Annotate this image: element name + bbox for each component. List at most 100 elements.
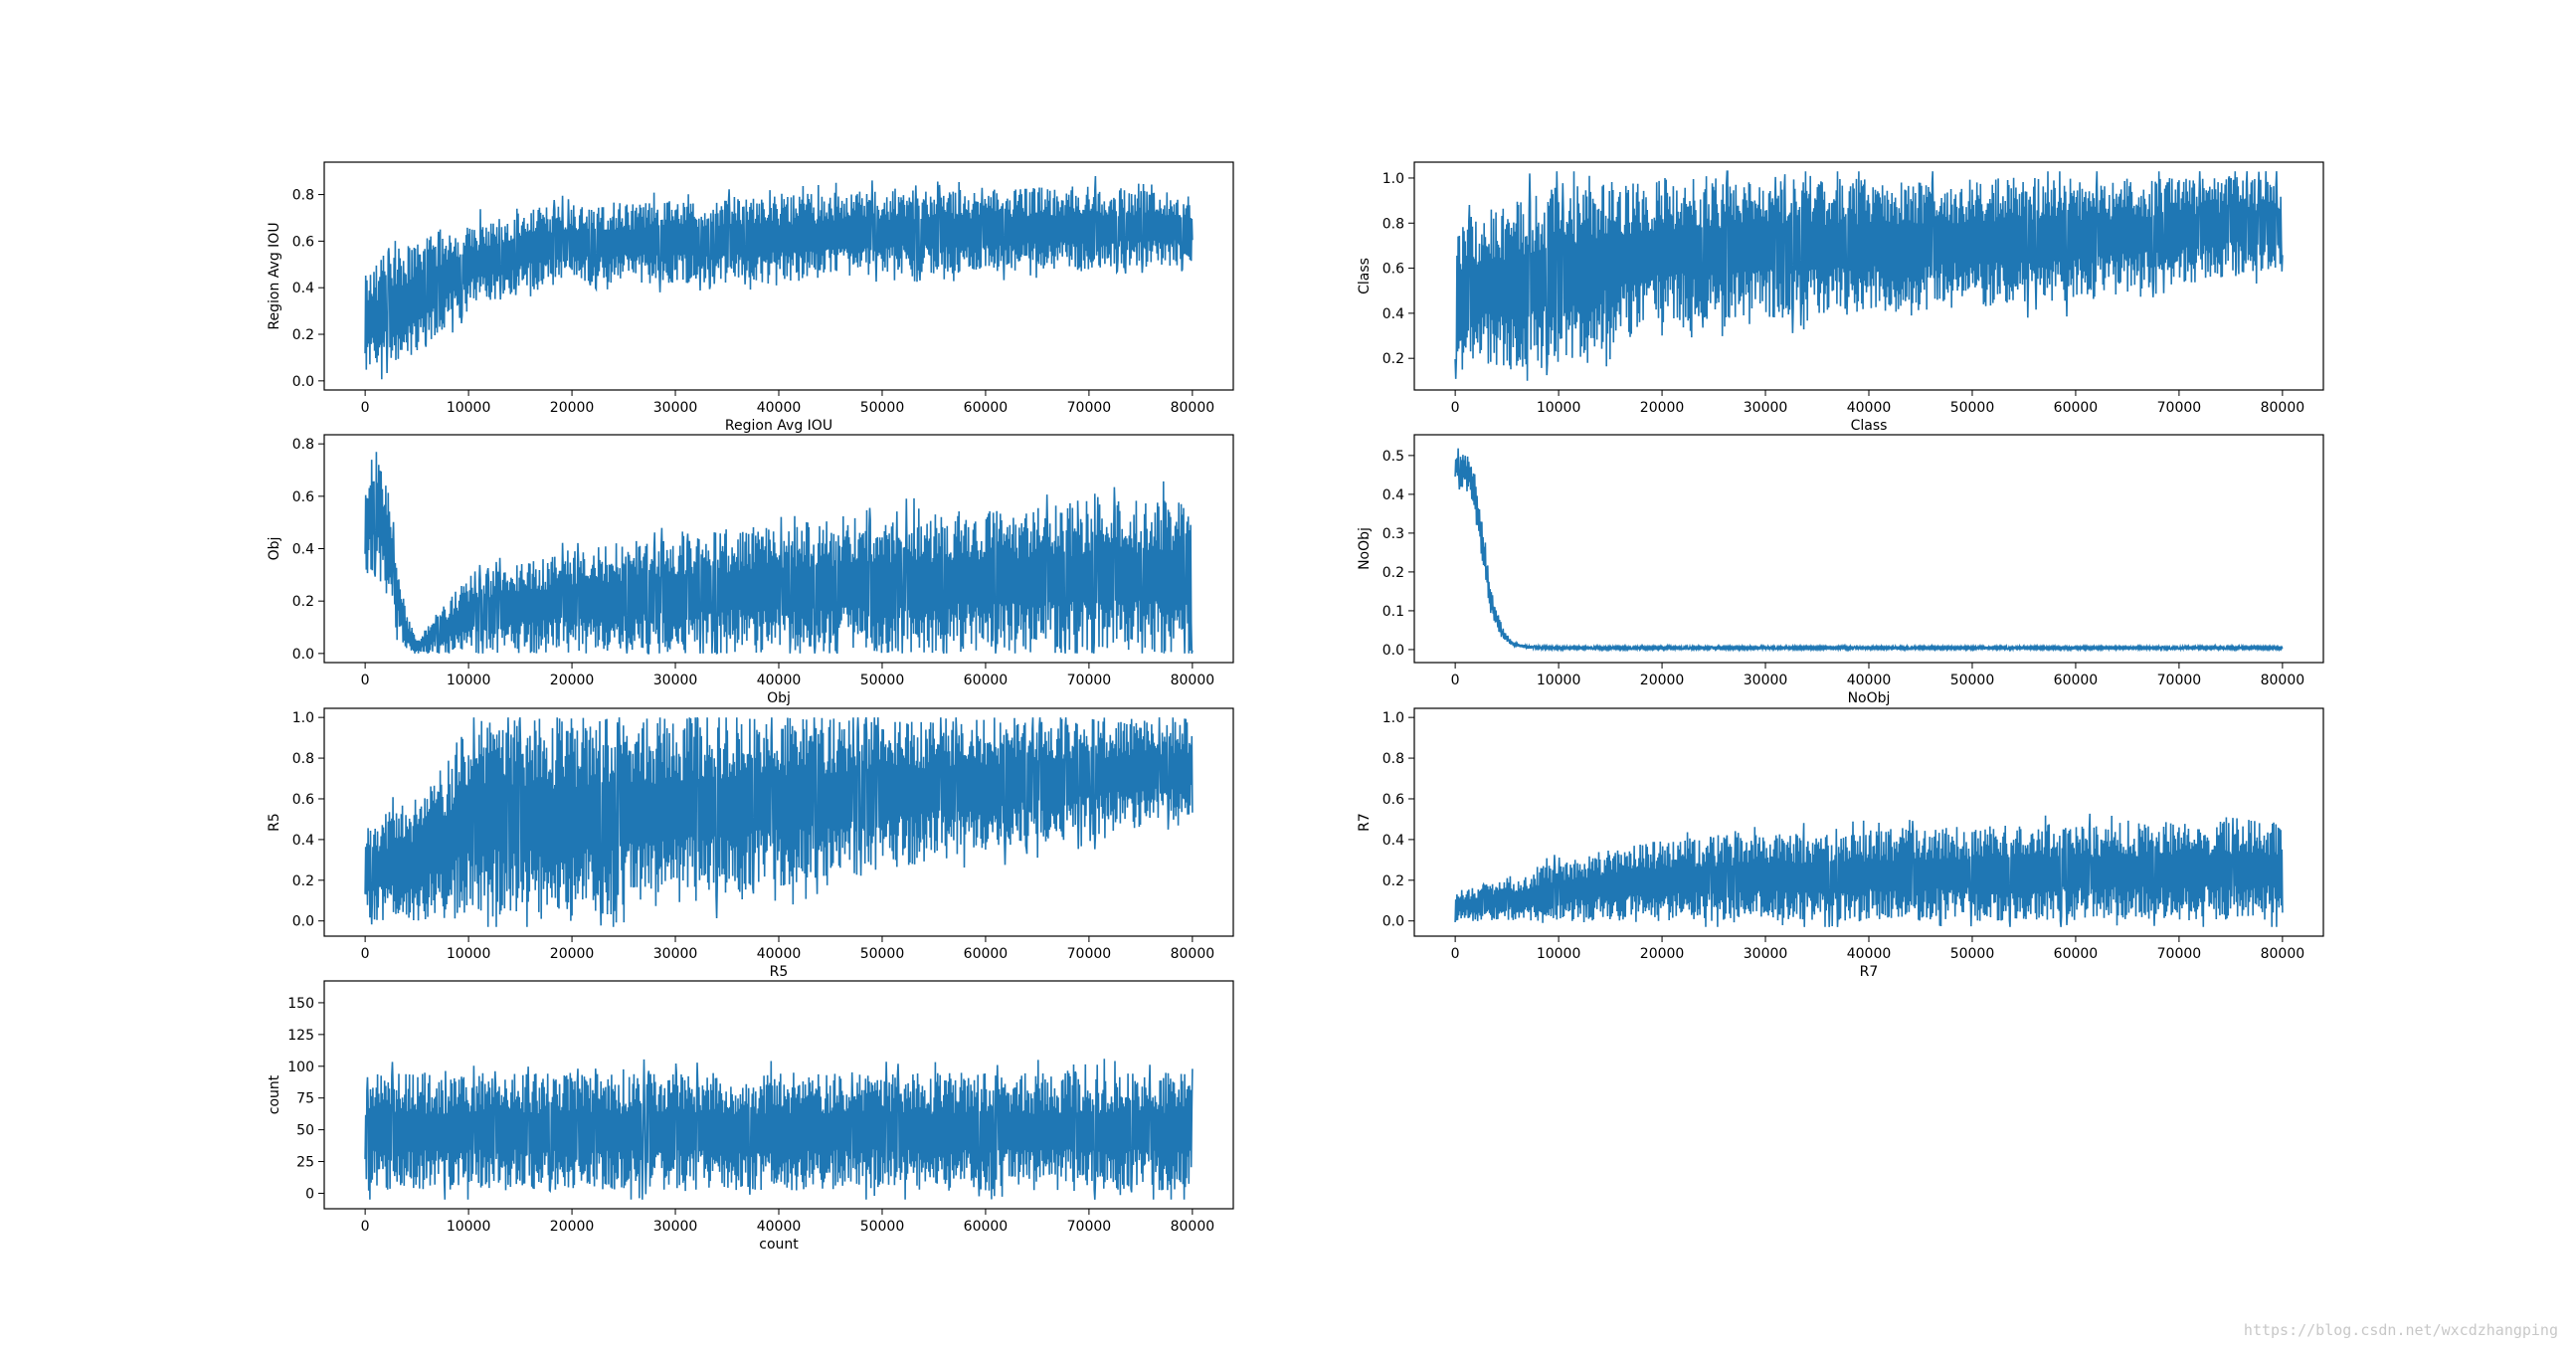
x-tick-label: 40000 (1847, 400, 1892, 416)
y-tick-label: 150 (287, 996, 314, 1012)
x-tick-label: 20000 (550, 946, 595, 962)
x-axis-label: Class (1851, 418, 1888, 434)
x-tick-label: 0 (1451, 946, 1460, 962)
y-tick-label: 0.4 (292, 542, 314, 558)
chart-r7: 0 10000 20000 30000 40000 50000 60000 70000 8000… (1357, 707, 2324, 980)
y-tick-label: 0.4 (1382, 306, 1404, 322)
x-tick-label: 70000 (2157, 400, 2202, 416)
x-tick-label: 80000 (1171, 673, 1215, 688)
x-tick-label: 10000 (447, 400, 491, 416)
x-tick-label: 70000 (1067, 946, 1112, 962)
x-tick-label: 50000 (860, 400, 905, 416)
x-tick-label: 70000 (1067, 673, 1112, 688)
x-tick-label: 10000 (1537, 400, 1581, 416)
x-tick-label: 40000 (757, 673, 802, 688)
x-axis-label: R7 (1860, 964, 1879, 980)
y-axis-label: Class (1357, 258, 1373, 294)
y-tick-label: 0 (305, 1186, 314, 1202)
y-tick-label: 0.6 (292, 234, 314, 250)
x-tick-label: 40000 (1847, 946, 1892, 962)
chart-class: 0 10000 20000 30000 40000 50000 60000 70000 8000… (1357, 161, 2324, 434)
x-tick-label: 30000 (653, 673, 698, 688)
x-tick-label: 0 (1451, 673, 1460, 688)
x-tick-label: 30000 (1744, 946, 1788, 962)
y-axis-label: count (267, 1074, 282, 1114)
x-axis-label: R5 (770, 964, 789, 980)
x-tick-label: 0 (361, 673, 370, 688)
y-axis-label: R5 (267, 813, 282, 832)
y-tick-label: 0.8 (292, 188, 314, 204)
series-line-count (364, 1059, 1194, 1200)
y-tick-label: 50 (296, 1123, 314, 1139)
y-tick-label: 0.4 (1382, 487, 1404, 503)
watermark: https://blog.csdn.net/wxcdzhangping (2243, 1321, 2558, 1339)
y-axis-label: NoObj (1357, 527, 1373, 570)
x-tick-label: 50000 (1950, 946, 1995, 962)
x-tick-label: 70000 (2157, 673, 2202, 688)
y-tick-label: 0.6 (1382, 262, 1404, 278)
y-tick-label: 1.0 (1382, 171, 1404, 187)
x-tick-label: 10000 (1537, 673, 1581, 688)
x-tick-label: 80000 (1171, 400, 1215, 416)
y-tick-label: 0.8 (292, 751, 314, 767)
x-tick-label: 0 (361, 400, 370, 416)
x-tick-label: 20000 (1640, 400, 1685, 416)
y-tick-label: 0.8 (1382, 751, 1404, 767)
x-tick-label: 30000 (653, 1219, 698, 1235)
y-tick-label: 0.0 (1382, 643, 1404, 659)
chart-noobj: 0 10000 20000 30000 40000 50000 60000 70000 8000… (1357, 434, 2324, 706)
x-tick-label: 70000 (2157, 946, 2202, 962)
chart-obj: 0 10000 20000 30000 40000 50000 60000 70000 8000… (267, 434, 1234, 706)
x-tick-label: 20000 (1640, 673, 1685, 688)
y-tick-label: 0.3 (1382, 526, 1404, 542)
x-tick-label: 20000 (550, 1219, 595, 1235)
x-tick-label: 10000 (1537, 946, 1581, 962)
x-tick-label: 50000 (1950, 400, 1995, 416)
x-tick-label: 80000 (2261, 673, 2305, 688)
y-tick-label: 0.4 (292, 833, 314, 849)
y-tick-label: 1.0 (1382, 710, 1404, 726)
chart-r5: 0 10000 20000 30000 40000 50000 60000 70000 8000… (267, 707, 1234, 980)
y-tick-label: 0.2 (292, 873, 314, 889)
y-tick-label: 0.8 (1382, 216, 1404, 232)
x-tick-label: 40000 (1847, 673, 1892, 688)
x-tick-label: 50000 (860, 673, 905, 688)
y-tick-label: 0.2 (292, 327, 314, 343)
series-line-iou (364, 175, 1194, 380)
y-tick-label: 0.0 (292, 647, 314, 663)
y-axis-label: Obj (267, 537, 282, 561)
x-axis-label: count (759, 1237, 799, 1253)
y-tick-label: 0.5 (1382, 449, 1404, 465)
y-tick-label: 0.4 (292, 281, 314, 296)
y-tick-label: 0.2 (292, 594, 314, 610)
y-axis-label: R7 (1357, 813, 1373, 832)
x-tick-label: 20000 (550, 400, 595, 416)
x-tick-label: 30000 (1744, 400, 1788, 416)
x-tick-label: 80000 (1171, 1219, 1215, 1235)
x-tick-label: 80000 (2261, 400, 2305, 416)
chart-iou: 0 10000 20000 30000 40000 50000 60000 70000 8000… (267, 161, 1234, 434)
y-tick-label: 0.2 (1382, 351, 1404, 367)
series-line-noobj (1454, 448, 2284, 653)
series-line-class (1454, 170, 2284, 381)
x-tick-label: 80000 (2261, 946, 2305, 962)
x-tick-label: 60000 (964, 673, 1009, 688)
x-tick-label: 0 (1451, 400, 1460, 416)
x-tick-label: 60000 (2054, 400, 2099, 416)
x-tick-label: 0 (361, 946, 370, 962)
y-tick-label: 0.2 (1382, 565, 1404, 581)
y-tick-label: 0.6 (1382, 792, 1404, 808)
x-tick-label: 40000 (757, 1219, 802, 1235)
y-tick-label: 0.6 (292, 792, 314, 808)
x-axis-label: NoObj (1848, 690, 1891, 706)
x-tick-label: 20000 (1640, 946, 1685, 962)
x-tick-label: 60000 (964, 946, 1009, 962)
y-tick-label: 125 (287, 1028, 314, 1044)
y-tick-label: 0.8 (292, 437, 314, 453)
y-tick-label: 0.4 (1382, 833, 1404, 849)
x-tick-label: 60000 (2054, 946, 2099, 962)
y-tick-label: 0.0 (292, 374, 314, 390)
x-tick-label: 40000 (757, 946, 802, 962)
x-tick-label: 80000 (1171, 946, 1215, 962)
